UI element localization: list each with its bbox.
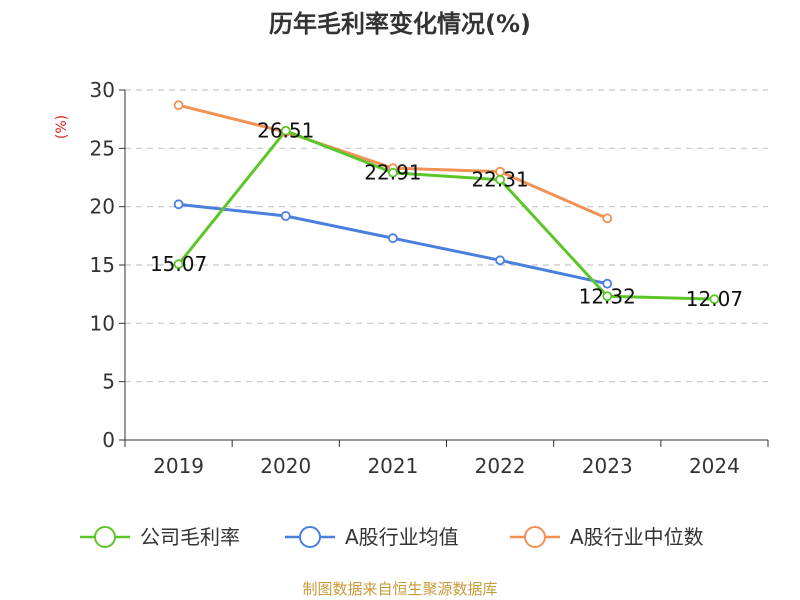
y-tick-label: 30 <box>90 78 115 102</box>
data-point <box>173 259 184 270</box>
legend-label: 公司毛利率 <box>140 525 240 549</box>
legend-marker <box>524 526 546 548</box>
axes: 0 5 10 15 20 25 30 2019 2020 2021 2022 2023 2024 <box>90 78 769 478</box>
x-tick-label: 2021 <box>367 454 418 478</box>
data-label: 12.32 <box>579 284 636 308</box>
data-label: 26.51 <box>257 119 314 143</box>
chart-title: 历年毛利率变化情况(%) <box>269 10 531 38</box>
data-point <box>388 167 398 178</box>
data-points <box>173 100 720 305</box>
y-tick-label: 0 <box>102 428 115 452</box>
legend-marker <box>94 526 116 548</box>
grid-lines <box>125 89 768 383</box>
data-point <box>602 278 613 289</box>
x-tick-label: 2023 <box>582 454 633 478</box>
data-point <box>495 255 505 266</box>
data-label: 12.07 <box>686 287 743 311</box>
data-point <box>280 125 291 136</box>
y-axis-unit-label: (%) <box>54 115 70 139</box>
series-line-1 <box>178 202 608 286</box>
data-point <box>709 294 720 305</box>
data-point <box>173 100 184 111</box>
data-labels: 15.07 26.51 22.91 22.31 12.32 12.07 <box>150 119 743 311</box>
y-tick-label: 25 <box>90 136 115 160</box>
data-label: 22.31 <box>471 168 528 192</box>
y-tick-label: 10 <box>90 311 115 335</box>
x-tick-label: 2020 <box>260 454 311 478</box>
series-line-0 <box>177 129 715 301</box>
legend-label: A股行业均值 <box>345 525 459 549</box>
data-point <box>388 233 398 244</box>
x-tick-label: 2022 <box>475 454 526 478</box>
y-tick-label: 15 <box>90 253 115 277</box>
y-tick-label: 5 <box>102 370 115 394</box>
x-tick-label: 2019 <box>153 454 204 478</box>
x-tick-label: 2024 <box>689 454 740 478</box>
data-point <box>280 211 291 221</box>
legend: 公司毛利率 A股行业均值 A股行业中位数 <box>80 525 704 549</box>
data-point <box>173 199 184 210</box>
data-point <box>602 213 613 224</box>
y-tick-label: 20 <box>90 195 115 219</box>
data-label: 22.91 <box>364 161 421 185</box>
legend-marker <box>299 526 321 548</box>
data-label: 15.07 <box>150 252 207 276</box>
source-note: 制图数据来自恒生聚源数据库 <box>302 580 497 598</box>
data-point <box>495 174 505 185</box>
legend-label: A股行业中位数 <box>570 525 704 549</box>
data-point <box>602 291 613 302</box>
